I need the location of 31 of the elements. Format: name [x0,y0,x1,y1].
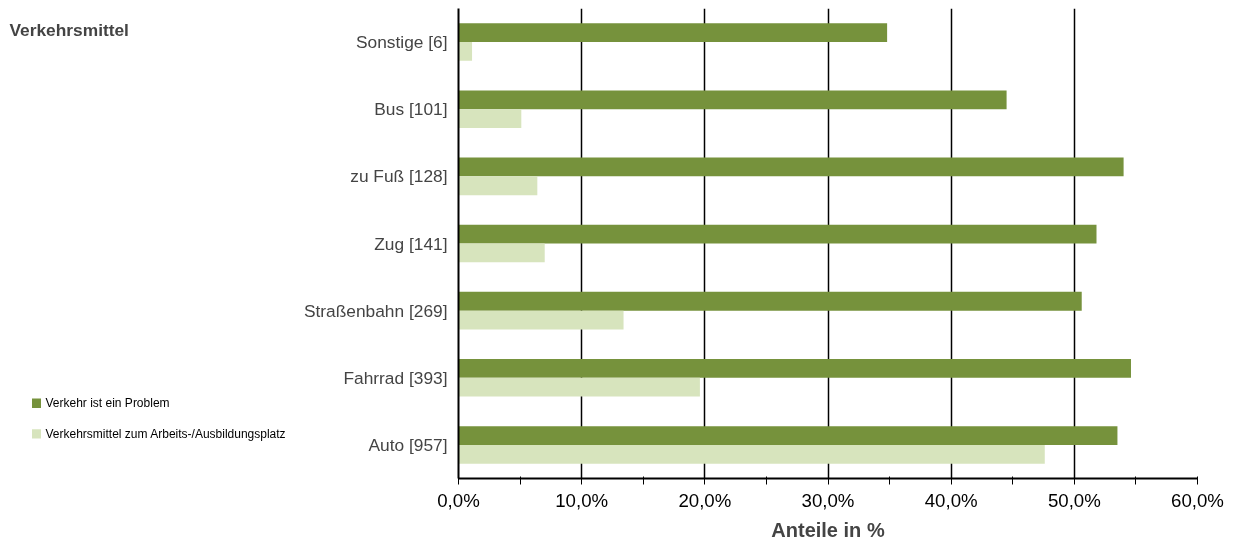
x-tick-label: 60,0% [1171,489,1224,511]
bar [458,426,1118,445]
x-tick-label: 30,0% [801,489,855,511]
y-tick-label: Sonstige [6] [355,32,448,53]
y-tick-label: Bus [101] [374,99,448,120]
legend-label: Verkehrsmittel zum Arbeits-/Ausbildungsplatz [45,426,286,441]
x-tick-label: 50,0% [1047,489,1101,511]
bar [458,444,1045,464]
x-tick-label: 40,0% [924,489,978,511]
bar [458,109,522,129]
x-tick-label: 0,0% [437,489,480,511]
y-tick-label: Fahrrad [393] [343,367,448,388]
legend-label: Verkehr ist ein Problem [45,396,170,411]
text: Verkehrsmittel [9,20,129,41]
bar [458,377,700,397]
y-tick-label: Auto [957] [368,434,448,455]
bar [458,23,888,43]
x-tick-label: 10,0% [555,489,609,511]
bar [458,176,538,196]
bar [458,90,1007,110]
bar [458,358,1131,378]
y-tick-label: Zug [141] [374,233,448,254]
x-tick-label: 20,0% [678,489,732,511]
y-tick-label: zu Fuß [128] [350,166,448,187]
bar [458,291,1082,311]
x-axis-title: Anteile in % [771,518,885,541]
bar [458,157,1124,177]
bar [458,243,545,263]
y-tick-label: Straßenbahn [269] [303,300,448,321]
bar [458,310,624,330]
bar [458,224,1097,244]
